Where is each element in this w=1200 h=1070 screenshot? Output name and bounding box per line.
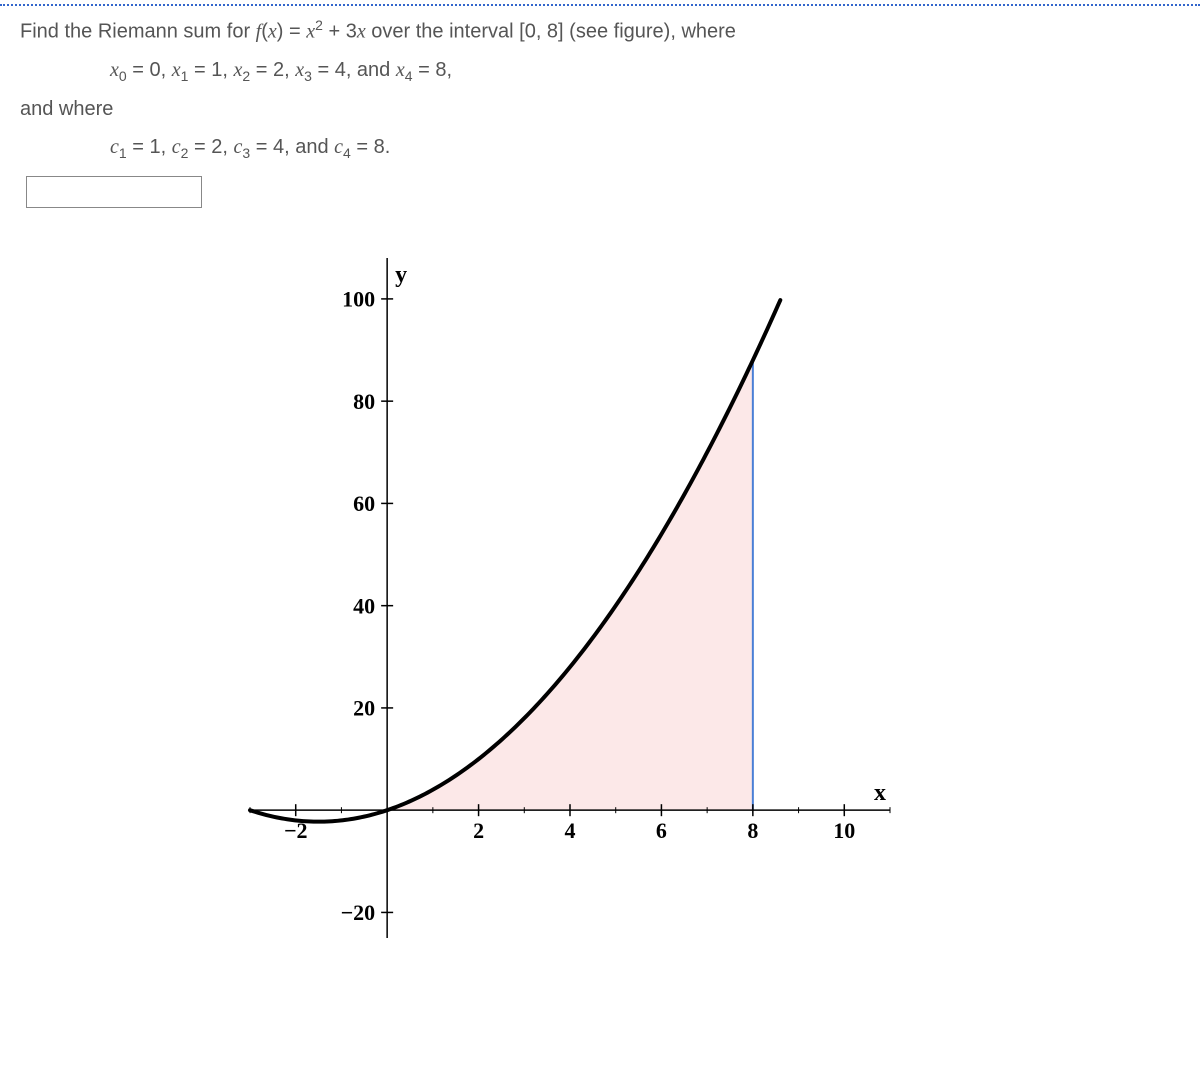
x3-val: 4: [335, 59, 346, 81]
svg-text:100: 100: [342, 287, 375, 312]
problem-intro: Find the Riemann sum for f(x) = x2 + 3x …: [20, 14, 1180, 48]
intro-prefix: Find the Riemann sum for: [20, 21, 256, 43]
x2-val: 2: [273, 59, 284, 81]
c-points-line: c1 = 1, c2 = 2, c3 = 4, and c4 = 8.: [20, 131, 1180, 164]
rhs-x: x: [306, 21, 315, 43]
svg-text:x: x: [874, 781, 886, 807]
answer-input[interactable]: [26, 176, 202, 208]
rhs-plus3: + 3: [323, 21, 357, 43]
svg-text:80: 80: [353, 389, 375, 414]
intro-mid: over the interval [0, 8] (see figure), w…: [366, 21, 736, 43]
riemann-graph: −2246810−2020406080100xy: [220, 238, 920, 968]
c4-val: 8: [374, 136, 385, 158]
svg-text:6: 6: [656, 819, 667, 844]
c2-val: 2: [211, 136, 222, 158]
svg-text:2: 2: [473, 819, 484, 844]
func-f: f: [256, 21, 262, 43]
and-where-line: and where: [20, 93, 1180, 125]
svg-text:60: 60: [353, 492, 375, 517]
problem-content: Find the Riemann sum for f(x) = x2 + 3x …: [0, 14, 1200, 994]
rhs-x2: x: [357, 21, 366, 43]
x-partition-line: x0 = 0, x1 = 1, x2 = 2, x3 = 4, and x4 =…: [20, 54, 1180, 87]
x0-val: 0: [149, 59, 160, 81]
c1-val: 1: [149, 136, 160, 158]
x1-val: 1: [211, 59, 222, 81]
graph-container: −2246810−2020406080100xy: [220, 238, 1180, 974]
c3-val: 4: [273, 136, 284, 158]
svg-text:4: 4: [565, 819, 576, 844]
svg-text:20: 20: [353, 696, 375, 721]
x4-val: 8: [435, 59, 446, 81]
svg-text:8: 8: [747, 819, 758, 844]
svg-text:y: y: [395, 262, 407, 288]
svg-text:10: 10: [833, 819, 855, 844]
svg-text:−20: −20: [341, 901, 376, 926]
func-x: x: [268, 21, 277, 43]
dotted-divider: [0, 4, 1200, 6]
svg-text:40: 40: [353, 594, 375, 619]
